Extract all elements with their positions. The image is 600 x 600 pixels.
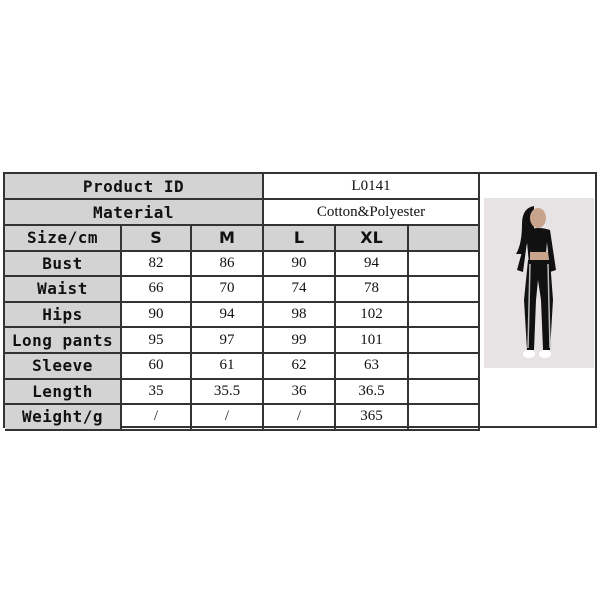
measurement-cell: 35.5 [192,379,264,406]
measurement-cell: 94 [192,302,264,329]
size-header-cell: XL [336,226,409,252]
row-label: Waist [5,277,122,303]
measurement-cell: 66 [122,277,192,303]
size-header-cell: L [264,226,336,252]
measurement-cell: 95 [122,328,192,354]
row-label: Sleeve [5,354,122,380]
measurement-cell: 61 [192,354,264,380]
measurement-cell: 90 [264,251,336,278]
measurement-cell: / [122,405,192,431]
measurement-cell: 78 [336,277,409,303]
measurement-cell: 70 [192,277,264,303]
measurement-cell: 60 [122,354,192,380]
measurement-cell [409,302,480,329]
measurement-cell: 35 [122,379,192,406]
measurement-cell: 86 [192,251,264,278]
measurement-cell [409,328,480,354]
size-header-cell: M [192,226,264,252]
measurement-cell [409,354,480,380]
measurement-cell: 99 [264,328,336,354]
size-header-cell [409,226,480,252]
measurement-cell: 97 [192,328,264,354]
measurement-cell: / [264,405,336,431]
measurement-cell: 98 [264,302,336,329]
measurement-cell [409,379,480,406]
row-label: Bust [5,251,122,278]
measurement-cell: 74 [264,277,336,303]
measurement-cell: / [192,405,264,431]
measurement-cell: 102 [336,302,409,329]
measurement-cell [409,277,480,303]
measurement-cell: 365 [336,405,409,431]
row-label: Length [5,379,122,406]
measurement-cell: 63 [336,354,409,380]
row-label: Weight/g [5,405,122,431]
measurement-cell [409,405,480,431]
model-figure-icon [516,206,556,358]
row-label: Long pants [5,328,122,354]
material-value: Cotton&Polyester [264,200,480,226]
measurement-cell [409,251,480,278]
size-header-cell: S [122,226,192,252]
measurement-cell: 90 [122,302,192,329]
size-chart-table: Product ID L0141 Material Cotton&Polyest… [3,172,597,431]
measurement-cell: 101 [336,328,409,354]
product-photo [484,198,594,368]
material-label: Material [5,200,264,226]
product-id-value: L0141 [264,174,480,200]
measurement-cell: 94 [336,251,409,278]
measurement-cell: 36 [264,379,336,406]
size-header-label: Size/cm [5,226,122,252]
row-label: Hips [5,302,122,329]
product-image-cell [480,174,595,426]
measurement-cell: 82 [122,251,192,278]
measurement-cell: 36.5 [336,379,409,406]
measurement-cell: 62 [264,354,336,380]
product-id-label: Product ID [5,174,264,200]
